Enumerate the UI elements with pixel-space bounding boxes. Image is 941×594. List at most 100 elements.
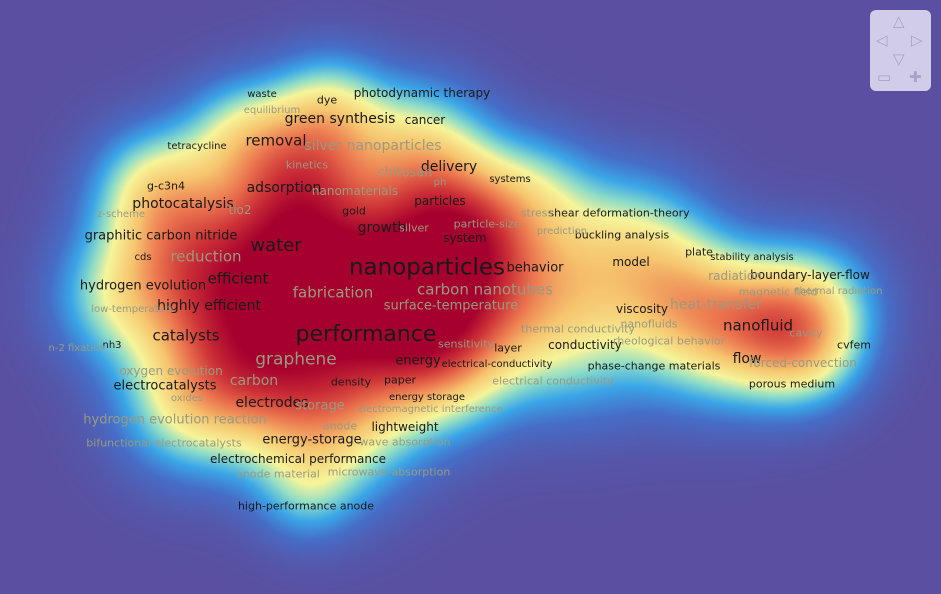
term-catalysts[interactable]: catalysts: [152, 326, 220, 345]
term-viscosity[interactable]: viscosity: [615, 302, 669, 316]
term-oxides[interactable]: oxides: [170, 393, 204, 404]
term-hydrogen-evolution[interactable]: hydrogen evolution: [79, 278, 207, 294]
term-radiation[interactable]: radiation: [708, 269, 762, 283]
term-energy-storage[interactable]: energy storage: [388, 392, 466, 403]
term-cvfem[interactable]: cvfem: [837, 338, 871, 352]
term-growth[interactable]: growth: [357, 220, 407, 236]
pan-down-icon[interactable]: ▽: [893, 50, 905, 68]
term-g-c3n4[interactable]: g-c3n4: [147, 179, 185, 193]
term-paper[interactable]: paper: [384, 373, 416, 387]
term-phase-change-materials[interactable]: phase-change materials: [587, 359, 721, 373]
term-particle-size[interactable]: particle-size: [453, 217, 521, 231]
term-layer[interactable]: layer: [494, 341, 522, 355]
term-kinetics[interactable]: kinetics: [285, 158, 329, 172]
term-electrocatalysts[interactable]: electrocatalysts: [113, 378, 217, 394]
term-oxygen-evolution[interactable]: oxygen evolution: [119, 364, 223, 378]
term-microwave-absorption[interactable]: microwave-absorption: [327, 465, 451, 479]
term-hydrogen-evolution-reaction[interactable]: hydrogen evolution reaction: [83, 412, 267, 428]
term-silver[interactable]: silver: [399, 221, 429, 235]
term-nanoparticles[interactable]: nanoparticles: [348, 254, 506, 281]
pan-up-icon[interactable]: △: [893, 12, 905, 30]
term-highly-efficient[interactable]: highly efficient: [157, 298, 261, 314]
term-low-temperature[interactable]: low-temperature: [91, 304, 175, 315]
term-green-synthesis[interactable]: green synthesis: [284, 111, 396, 127]
term-chitosan[interactable]: chitosan: [377, 165, 433, 181]
term-particles[interactable]: particles: [414, 194, 466, 208]
term-performance[interactable]: performance: [295, 322, 437, 347]
term-nanofluid[interactable]: nanofluid: [722, 316, 794, 335]
term-energy-storage[interactable]: energy-storage: [262, 432, 362, 448]
term-tetracycline[interactable]: tetracycline: [167, 141, 227, 152]
term-plate[interactable]: plate: [685, 245, 713, 259]
term-graphene[interactable]: graphene: [255, 349, 337, 370]
term-dye[interactable]: dye: [316, 93, 338, 107]
term-heat-transfer[interactable]: heat-transfer: [670, 297, 762, 313]
term-fabrication[interactable]: fabrication: [292, 283, 374, 302]
term-photocatalysis[interactable]: photocatalysis: [132, 196, 234, 212]
term-gold[interactable]: gold: [342, 204, 366, 218]
term-boundary-layer-flow[interactable]: boundary-layer-flow: [750, 268, 870, 282]
term-z-scheme[interactable]: z-scheme: [97, 209, 145, 220]
term-cavity[interactable]: cavity: [789, 326, 823, 340]
term-electrical-conductivity[interactable]: electrical conductivity: [492, 374, 614, 388]
term-surface-temperature[interactable]: surface-temperature: [383, 298, 519, 314]
term-thermal-conductivity[interactable]: thermal conductivity: [521, 322, 635, 336]
term-ph[interactable]: ph: [433, 177, 447, 188]
term-cancer[interactable]: cancer: [404, 113, 446, 127]
term-nanofluids[interactable]: nanofluids: [620, 317, 678, 331]
term-electrical-conductivity[interactable]: electrical-conductivity: [441, 359, 553, 370]
term-nh3[interactable]: nh3: [102, 340, 122, 351]
term-equilibrium[interactable]: equilibrium: [243, 105, 301, 116]
pan-right-icon[interactable]: ▷: [911, 31, 923, 49]
term-reduction[interactable]: reduction: [170, 247, 242, 266]
term-high-performance-anode[interactable]: high-performance anode: [237, 499, 375, 513]
term-adsorption[interactable]: adsorption: [246, 180, 322, 196]
term-carbon[interactable]: carbon: [229, 373, 279, 389]
term-nanomaterials[interactable]: nanomaterials: [311, 184, 399, 198]
term-model[interactable]: model: [612, 255, 650, 269]
term-stress[interactable]: stress: [520, 206, 554, 220]
term-wave-absorption[interactable]: wave absorption: [359, 435, 451, 449]
term-forced-convection[interactable]: forced-convection: [749, 356, 857, 370]
term-stability-analysis[interactable]: stability analysis: [710, 252, 794, 263]
term-electromagnetic-interference[interactable]: electromagnetic interference: [357, 404, 503, 415]
term-graphitic-carbon-nitride[interactable]: graphitic carbon nitride: [84, 228, 238, 244]
term-anode[interactable]: anode: [322, 419, 358, 433]
term-shear-deformation-theory[interactable]: shear deformation-theory: [548, 206, 690, 220]
term-porous-medium[interactable]: porous medium: [748, 377, 836, 391]
term-storage[interactable]: storage: [295, 398, 345, 414]
term-magnetic-field[interactable]: magnetic field: [738, 285, 818, 299]
term-electrodes[interactable]: electrodes: [235, 395, 309, 411]
term-behavior[interactable]: behavior: [506, 260, 564, 276]
term-water[interactable]: water: [250, 235, 302, 256]
term-prediction[interactable]: prediction: [536, 226, 588, 237]
term-energy[interactable]: energy: [395, 353, 441, 369]
pan-left-icon[interactable]: ◁: [876, 31, 888, 49]
term-thermal-radiation[interactable]: thermal radiation: [795, 286, 883, 297]
term-flow[interactable]: flow: [732, 351, 762, 367]
term-tio2[interactable]: tio2: [228, 203, 252, 217]
term-conductivity[interactable]: conductivity: [548, 338, 622, 352]
term-silver-nanoparticles[interactable]: silver nanoparticles: [304, 138, 442, 154]
term-cds[interactable]: cds: [134, 252, 152, 263]
term-sensitivity[interactable]: sensitivity: [437, 337, 495, 351]
term-delivery[interactable]: delivery: [420, 159, 478, 175]
term-system[interactable]: system: [443, 231, 487, 245]
term-buckling-analysis[interactable]: buckling analysis: [574, 228, 670, 242]
term-lightweight[interactable]: lightweight: [371, 420, 439, 434]
zoom-out-icon[interactable]: ▭: [877, 68, 892, 86]
term-rheological-behavior[interactable]: rheological behavior: [612, 334, 726, 348]
term-removal[interactable]: removal: [245, 131, 307, 150]
term-electrochemical-performance[interactable]: electrochemical performance: [210, 452, 386, 466]
term-efficient[interactable]: efficient: [207, 269, 269, 288]
term-anode-material[interactable]: anode material: [236, 467, 320, 481]
term-carbon-nanotubes[interactable]: carbon nanotubes: [417, 280, 553, 299]
term-n-2-fixation[interactable]: n-2 fixation: [48, 343, 106, 354]
term-waste[interactable]: waste: [247, 89, 277, 100]
zoom-in-icon[interactable]: ✚: [909, 68, 922, 86]
term-systems[interactable]: systems: [489, 174, 531, 185]
term-bifunctional-electrocatalysts[interactable]: bifunctional electrocatalysts: [86, 436, 242, 450]
term-density[interactable]: density: [330, 375, 372, 389]
term-photodynamic-therapy[interactable]: photodynamic therapy: [353, 86, 491, 100]
